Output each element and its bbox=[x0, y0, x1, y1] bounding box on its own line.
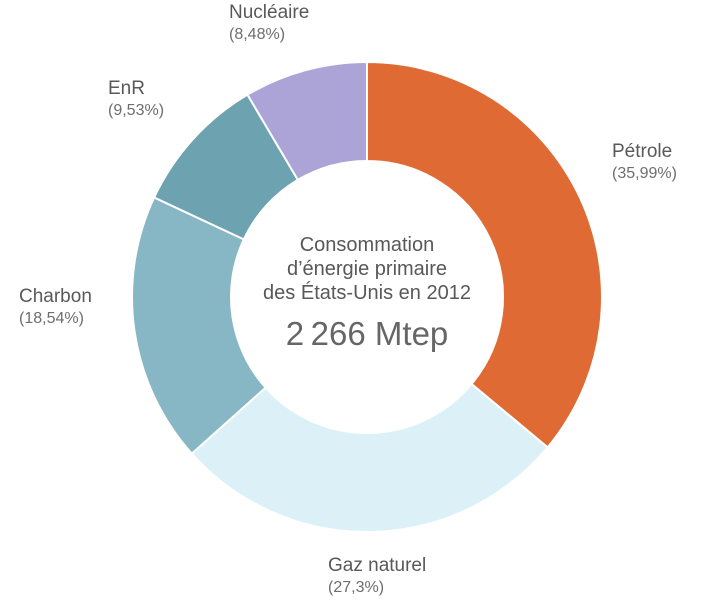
slice-petrole bbox=[366, 61, 603, 449]
slice-nucleaire bbox=[246, 61, 368, 181]
slice-label-enr: EnR (9,53%) bbox=[108, 77, 164, 121]
slice-label-gaz-naturel-pct: (27,3%) bbox=[328, 579, 385, 596]
center-title-line-3: des États-Unis en 2012 bbox=[263, 282, 471, 304]
slice-label-charbon-pct: (18,54%) bbox=[19, 310, 84, 327]
slice-label-nucleaire-name: Nucléaire bbox=[229, 2, 310, 23]
slice-label-enr-pct: (9,53%) bbox=[108, 102, 165, 119]
slice-gaz-naturel bbox=[190, 383, 549, 533]
slice-label-enr-name: EnR bbox=[108, 78, 145, 99]
slice-label-petrole-name: Pétrole bbox=[612, 141, 673, 162]
slice-label-nucleaire-pct: (8,48%) bbox=[229, 26, 286, 43]
slice-label-charbon-name: Charbon bbox=[19, 286, 92, 307]
chart-center-title: Consommation d’énergie primaire des État… bbox=[263, 233, 471, 352]
center-title-line-1: Consommation bbox=[299, 234, 435, 256]
center-title-line-2: d’énergie primaire bbox=[286, 258, 448, 280]
center-total-value: 2 266 Mtep bbox=[285, 315, 449, 352]
slice-label-petrole: Pétrole (35,99%) bbox=[612, 140, 677, 184]
slice-label-gaz-naturel-name: Gaz naturel bbox=[328, 555, 427, 576]
slice-label-charbon: Charbon (18,54%) bbox=[19, 285, 92, 329]
slice-label-petrole-pct: (35,99%) bbox=[612, 165, 677, 182]
slice-label-gaz-naturel: Gaz naturel (27,3%) bbox=[328, 554, 426, 598]
slice-label-nucleaire: Nucléaire (8,48%) bbox=[229, 1, 309, 45]
slice-charbon bbox=[131, 196, 267, 455]
